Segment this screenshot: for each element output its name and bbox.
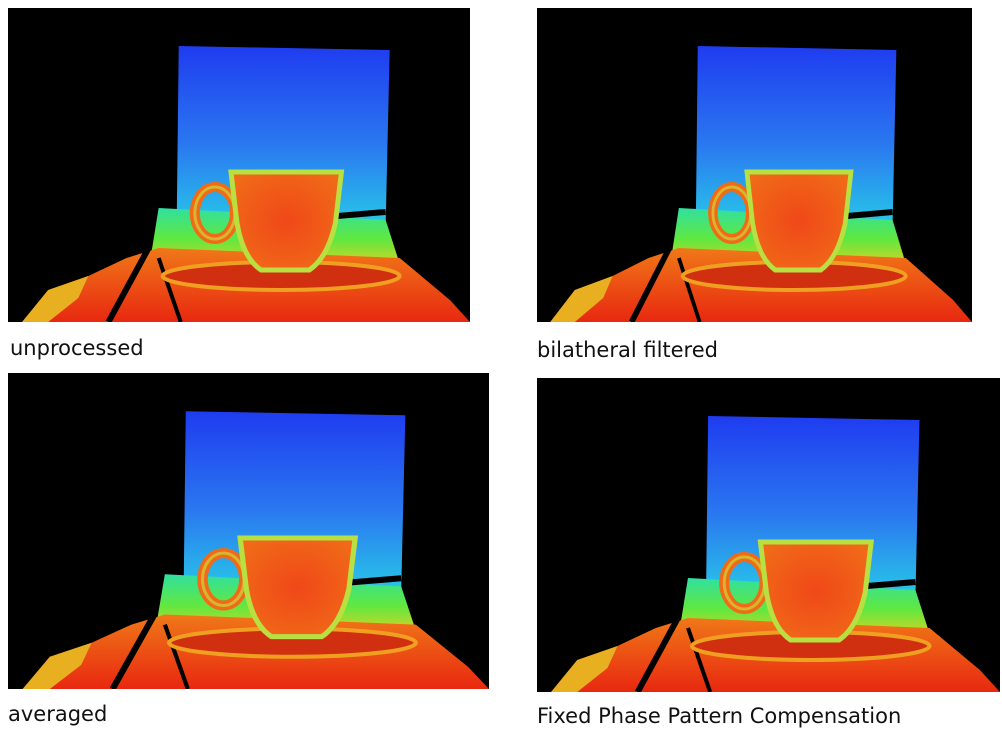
caption: averaged: [8, 702, 107, 726]
depth-image: [8, 8, 470, 322]
depth-image: [537, 8, 972, 322]
depth-image: [8, 373, 489, 689]
depth-image: [537, 378, 1000, 692]
caption: Fixed Phase Pattern Compensation: [537, 704, 901, 728]
caption: bilatheral filtered: [537, 338, 718, 362]
caption: unprocessed: [10, 336, 144, 360]
page: unprocessed bilatheral filtered averaged…: [0, 0, 1002, 734]
